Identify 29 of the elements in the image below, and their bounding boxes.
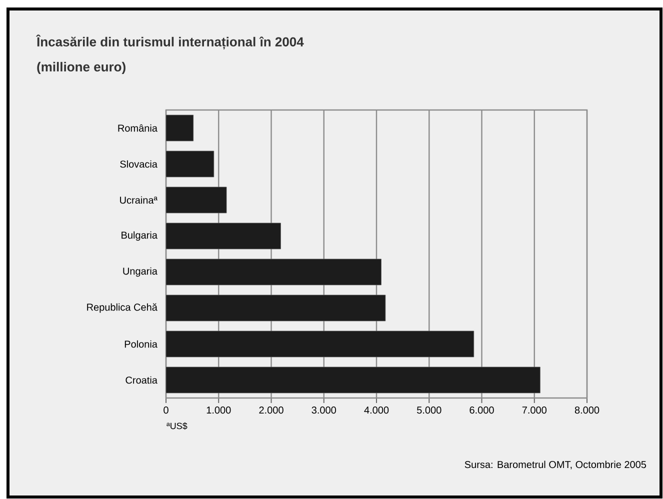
bar: [166, 222, 281, 250]
bar: [166, 366, 540, 394]
bar: [166, 330, 474, 358]
x-tick-label: 1.000: [206, 406, 231, 414]
bar: [166, 114, 194, 142]
x-tick-label: 3.000: [312, 406, 336, 414]
y-tick-label: Ucrainaª: [120, 196, 158, 204]
text: Sursa: Barometrul OMT, Octombrie 2005: [464, 460, 646, 470]
chart-title: Încasările din turismul internațional în 2004: [36, 34, 304, 50]
text: ªUS$: [166, 422, 188, 430]
y-tick-label: România: [118, 124, 158, 132]
y-tick-label: Polonia: [124, 340, 158, 348]
x-tick-label: 5.000: [417, 406, 442, 414]
chart-subtitle: (millione euro): [37, 62, 126, 74]
bar: [166, 294, 386, 322]
x-tick-label: 4.000: [364, 406, 389, 414]
y-tick-label: Croatia: [126, 376, 158, 384]
bar: [166, 150, 214, 178]
x-tick-label: 0: [164, 406, 168, 414]
bar: [166, 258, 382, 286]
x-tick-label: 8.000: [574, 406, 600, 414]
x-tick-label: 2.000: [259, 406, 284, 414]
x-tick-label: 6.000: [470, 406, 494, 414]
y-tick-label: Slovacia: [120, 160, 158, 168]
y-tick-label: Ungaria: [123, 267, 158, 277]
x-tick-label: 7.000: [522, 406, 546, 414]
bar: [166, 186, 227, 214]
y-tick-label: Bulgaria: [122, 231, 158, 241]
y-tick-label: Republica Cehă: [87, 303, 158, 313]
